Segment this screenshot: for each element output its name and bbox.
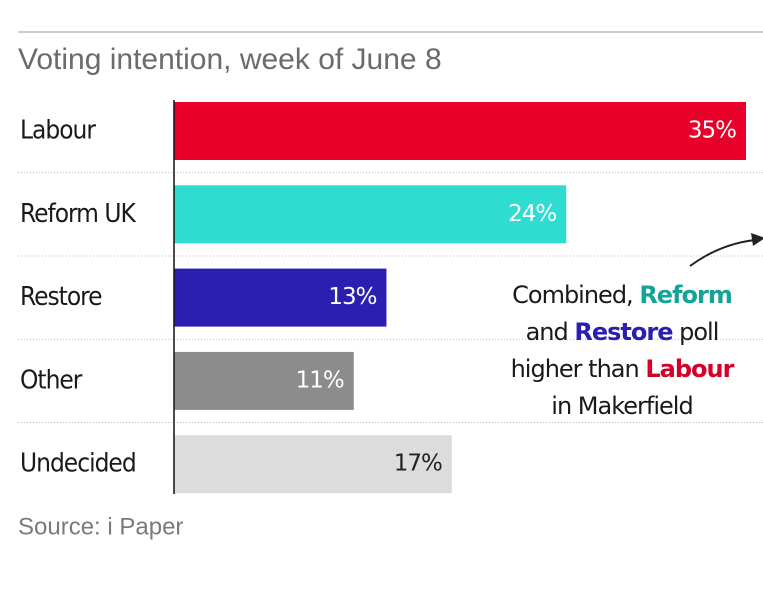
bar [174, 435, 452, 494]
annotation-text: Labour [645, 355, 734, 383]
category-label: Labour [20, 116, 96, 146]
category-label: Other [20, 365, 83, 395]
bar [174, 102, 746, 160]
annotation-text: poll [673, 318, 719, 346]
arrow [689, 239, 756, 267]
annotation-text: Combined, [512, 281, 639, 309]
value-label: 17% [394, 451, 442, 477]
chart-title: Voting intention, week of June 8 [18, 43, 442, 76]
category-label: Reform UK [20, 199, 137, 229]
rows: Labour 35% Reform UK 24% Restore 13% Other 11% U… [18, 102, 763, 494]
annotation: Combined, Reform and Restore poll higher t… [511, 281, 735, 420]
arrow-head [751, 233, 763, 246]
value-label: 11% [296, 367, 344, 393]
bar [174, 268, 387, 327]
annotation-text: in Makerfield [551, 392, 692, 420]
annotation-text: Restore [574, 318, 673, 346]
bar [174, 185, 567, 244]
value-label: 24% [508, 201, 556, 227]
value-label: 13% [328, 284, 376, 310]
bar [174, 351, 354, 410]
value-label: 35% [688, 118, 736, 144]
annotation-text: Reform [639, 281, 732, 309]
annotation-text: higher than [511, 355, 646, 383]
category-label: Undecided [20, 449, 136, 479]
category-label: Restore [20, 282, 102, 312]
source: Source: i Paper [18, 513, 183, 540]
annotation-text: and [526, 318, 575, 346]
